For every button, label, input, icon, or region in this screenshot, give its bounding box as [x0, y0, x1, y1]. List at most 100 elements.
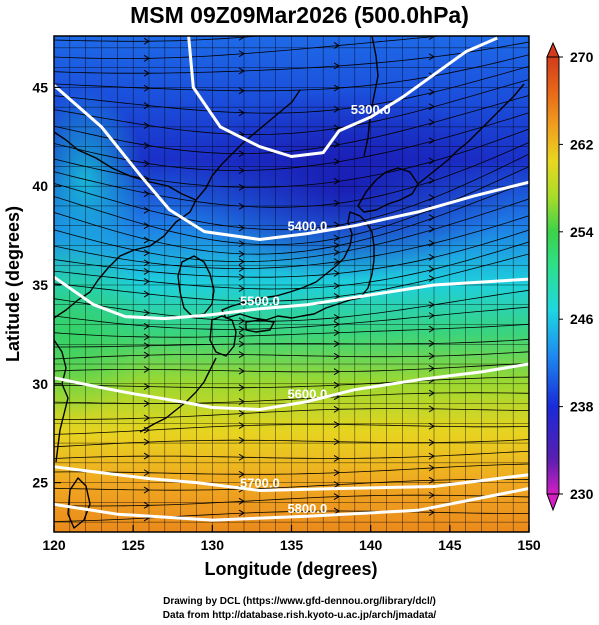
- height-contour-line: [54, 275, 529, 321]
- streamline-arrow: [428, 194, 435, 202]
- streamline-arrow: [238, 224, 245, 232]
- streamline-arrow: [143, 383, 150, 391]
- streamline-arrow: [428, 352, 435, 360]
- streamline-arrow: [238, 109, 245, 117]
- streamline-arrow: [143, 351, 150, 359]
- streamline-arrow: [143, 37, 150, 45]
- y-tick-label: 40: [32, 178, 48, 194]
- streamline: [54, 363, 529, 373]
- streamline-arrow: [428, 491, 435, 499]
- streamline: [54, 408, 529, 420]
- streamline-arrow: [333, 507, 340, 515]
- streamline-arrow: [238, 67, 245, 75]
- streamline-arrow: [238, 265, 245, 272]
- streamline-arrow: [238, 351, 245, 359]
- streamline-arrow: [143, 84, 150, 92]
- streamline-arrow: [333, 124, 340, 132]
- streamline-arrow: [143, 342, 150, 350]
- streamline: [54, 36, 263, 42]
- streamline: [54, 128, 529, 188]
- x-tick-label: 125: [121, 537, 145, 553]
- streamline-arrow: [143, 222, 150, 230]
- x-axis-label: Longitude (degrees): [204, 559, 377, 579]
- streamline-arrow: [333, 381, 340, 389]
- cyan-nw-shading: [54, 90, 145, 270]
- colorbar-tick-label: 246: [570, 311, 594, 327]
- streamline-arrow: [428, 253, 435, 261]
- x-tick-label: 130: [201, 537, 225, 553]
- streamline-arrow: [333, 352, 340, 360]
- streamline: [54, 229, 529, 278]
- height-contour-labels: 5300.0 5400.0 5500.0 5600.0 5700.0 5800.0: [240, 102, 391, 516]
- height-contour-label: 5300.0: [351, 102, 391, 117]
- streamline-arrow: [333, 282, 340, 290]
- streamline-arrow: [428, 239, 435, 247]
- streamline-arrow: [143, 249, 150, 257]
- colorbar-ticks: 230 238 246 254 262 270: [559, 49, 594, 502]
- streamline-arrow: [428, 422, 435, 430]
- streamline: [54, 392, 529, 404]
- streamline-arrow: [143, 277, 150, 285]
- streamline-arrow: [428, 118, 435, 126]
- streamline-arrow: [143, 469, 150, 477]
- streamline-arrow: [333, 177, 340, 185]
- streamline-arrow: [238, 50, 245, 58]
- streamline-arrow: [428, 365, 435, 372]
- streamline-arrow: [333, 481, 340, 489]
- plot-area: 5300.0 5400.0 5500.0 5600.0 5700.0 5800.0: [54, 14, 529, 532]
- streamline: [54, 65, 529, 114]
- streamline-arrow: [428, 340, 435, 347]
- streamline-arrow: [428, 508, 435, 516]
- streamline-arrow: [333, 158, 340, 166]
- streamline-arrow: [333, 62, 340, 70]
- streamline-arrow: [333, 329, 340, 337]
- streamline-arrow: [238, 250, 245, 258]
- streamline-arrow: [143, 366, 150, 373]
- streamline-arrow: [238, 384, 245, 392]
- streamline: [54, 253, 529, 302]
- streamline-arrow: [333, 234, 340, 242]
- streamline-arrow: [428, 225, 435, 233]
- streamline-arrow: [333, 469, 340, 477]
- temperature-colorbar: 230 238 246 254 262 270: [546, 41, 594, 512]
- height-contour-line: [54, 465, 529, 492]
- streamline-arrow: [143, 259, 150, 267]
- streamline-arrow: [143, 102, 150, 110]
- streamline-arrow: [428, 53, 435, 61]
- streamline-arrow: [238, 240, 245, 248]
- streamline: [54, 54, 529, 92]
- streamline: [54, 141, 529, 208]
- streamline: [54, 36, 444, 59]
- streamline-arrow: [238, 367, 245, 375]
- streamline-arrow: [333, 105, 340, 113]
- streamline-arrow: [238, 497, 245, 505]
- coastline-sakhalin: [363, 36, 379, 157]
- streamline-arrow: [238, 470, 245, 478]
- x-tick-label: 150: [517, 537, 541, 553]
- streamline-arrow: [143, 452, 150, 460]
- streamline-arrow: [429, 14, 434, 20]
- streamline: [54, 439, 529, 448]
- streamline-arrow: [238, 202, 245, 210]
- streamline-arrow: [334, 25, 339, 31]
- coastline-china-east: [54, 339, 69, 463]
- x-tick-label: 135: [280, 537, 304, 553]
- streamline-arrow: [333, 340, 340, 348]
- streamline-arrow: [143, 206, 150, 214]
- streamline-arrow: [333, 199, 340, 207]
- colorbar-tick-label: 230: [570, 486, 594, 502]
- streamline: [54, 79, 529, 136]
- y-tick-label: 25: [32, 475, 48, 491]
- streamline-arrow: [333, 314, 340, 321]
- y-tick-label: 30: [32, 376, 48, 392]
- streamline: [54, 153, 529, 231]
- colorbar-max-triangle: [546, 41, 560, 58]
- coastline-japan-shikoku: [245, 319, 275, 333]
- streamline-arrow: [143, 122, 150, 130]
- streamline-arrow: [428, 265, 435, 273]
- streamline-arrow: [238, 398, 245, 406]
- streamline-arrow: [238, 453, 245, 461]
- streamline-arrow: [143, 54, 150, 62]
- colorbar-tick-label: 270: [570, 49, 594, 65]
